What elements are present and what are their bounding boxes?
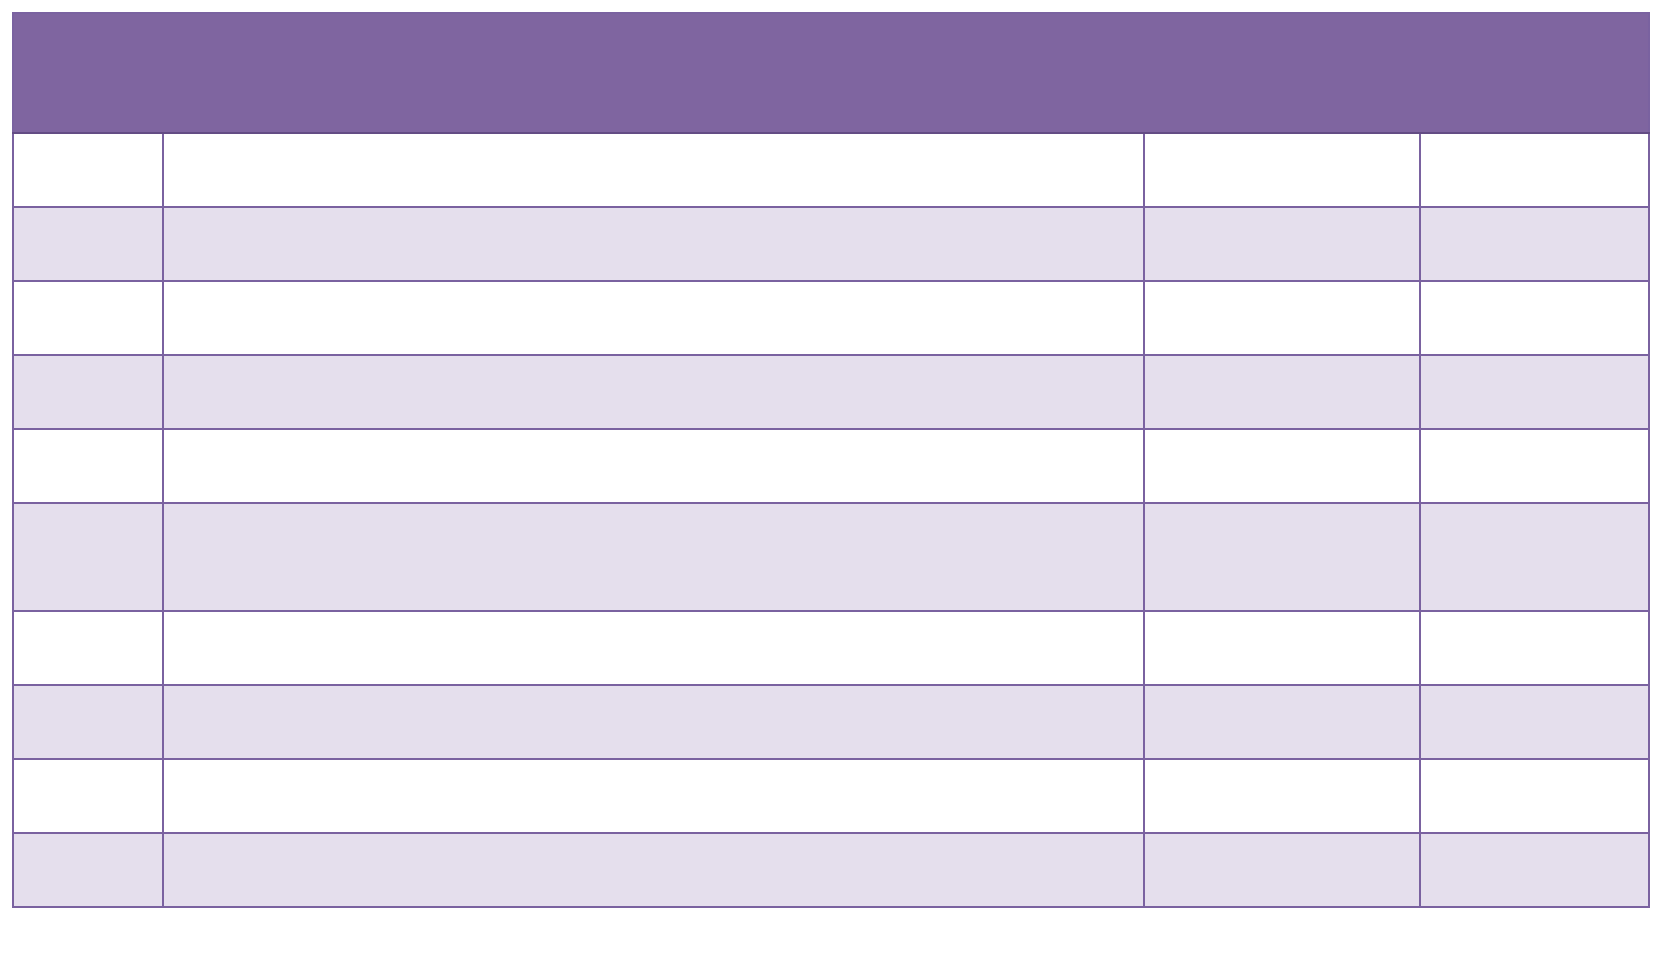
table-cell <box>162 684 1145 760</box>
table-cell <box>1143 354 1421 430</box>
table-cell <box>12 758 164 834</box>
table-cell <box>1419 428 1650 504</box>
table-header-row <box>13 13 1649 134</box>
table-cell <box>162 206 1145 282</box>
table-cell <box>12 280 164 356</box>
table-row <box>12 280 1650 356</box>
table-row <box>12 684 1650 760</box>
table-cell <box>1143 132 1421 208</box>
table-cell <box>162 354 1145 430</box>
table-cell <box>1143 832 1421 908</box>
table-cell <box>1143 610 1421 686</box>
table-cell <box>1143 502 1421 612</box>
table-cell <box>1419 354 1650 430</box>
table-cell <box>12 428 164 504</box>
table-cell <box>162 502 1145 612</box>
table-cell <box>12 354 164 430</box>
table-row <box>12 502 1650 612</box>
table-cell <box>12 610 164 686</box>
table-cell <box>1419 280 1650 356</box>
table-cell <box>12 684 164 760</box>
table-row <box>12 832 1650 908</box>
table-row <box>12 206 1650 282</box>
table-cell <box>1143 280 1421 356</box>
table-row <box>12 354 1650 430</box>
table-cell <box>1419 758 1650 834</box>
table-row <box>12 758 1650 834</box>
table-cell <box>1419 206 1650 282</box>
table-cell <box>1419 684 1650 760</box>
table-header <box>13 13 1649 134</box>
table-cell <box>1419 132 1650 208</box>
table-cell <box>12 832 164 908</box>
table-cell <box>1419 832 1650 908</box>
table-row <box>12 132 1650 208</box>
table-cell <box>1419 502 1650 612</box>
table-cell <box>162 610 1145 686</box>
empty-table <box>12 12 1650 908</box>
table-cell <box>1143 758 1421 834</box>
table-cell <box>1143 684 1421 760</box>
table-cell <box>12 206 164 282</box>
table-cell <box>162 832 1145 908</box>
table-cell <box>12 132 164 208</box>
table-row <box>12 428 1650 504</box>
table-cell <box>162 428 1145 504</box>
table-cell <box>162 280 1145 356</box>
table-cell <box>12 502 164 612</box>
table-row <box>12 610 1650 686</box>
table-cell <box>162 758 1145 834</box>
table-body <box>12 132 1650 908</box>
table-cell <box>1143 428 1421 504</box>
table-cell <box>1143 206 1421 282</box>
table-cell <box>1419 610 1650 686</box>
table-cell <box>162 132 1145 208</box>
